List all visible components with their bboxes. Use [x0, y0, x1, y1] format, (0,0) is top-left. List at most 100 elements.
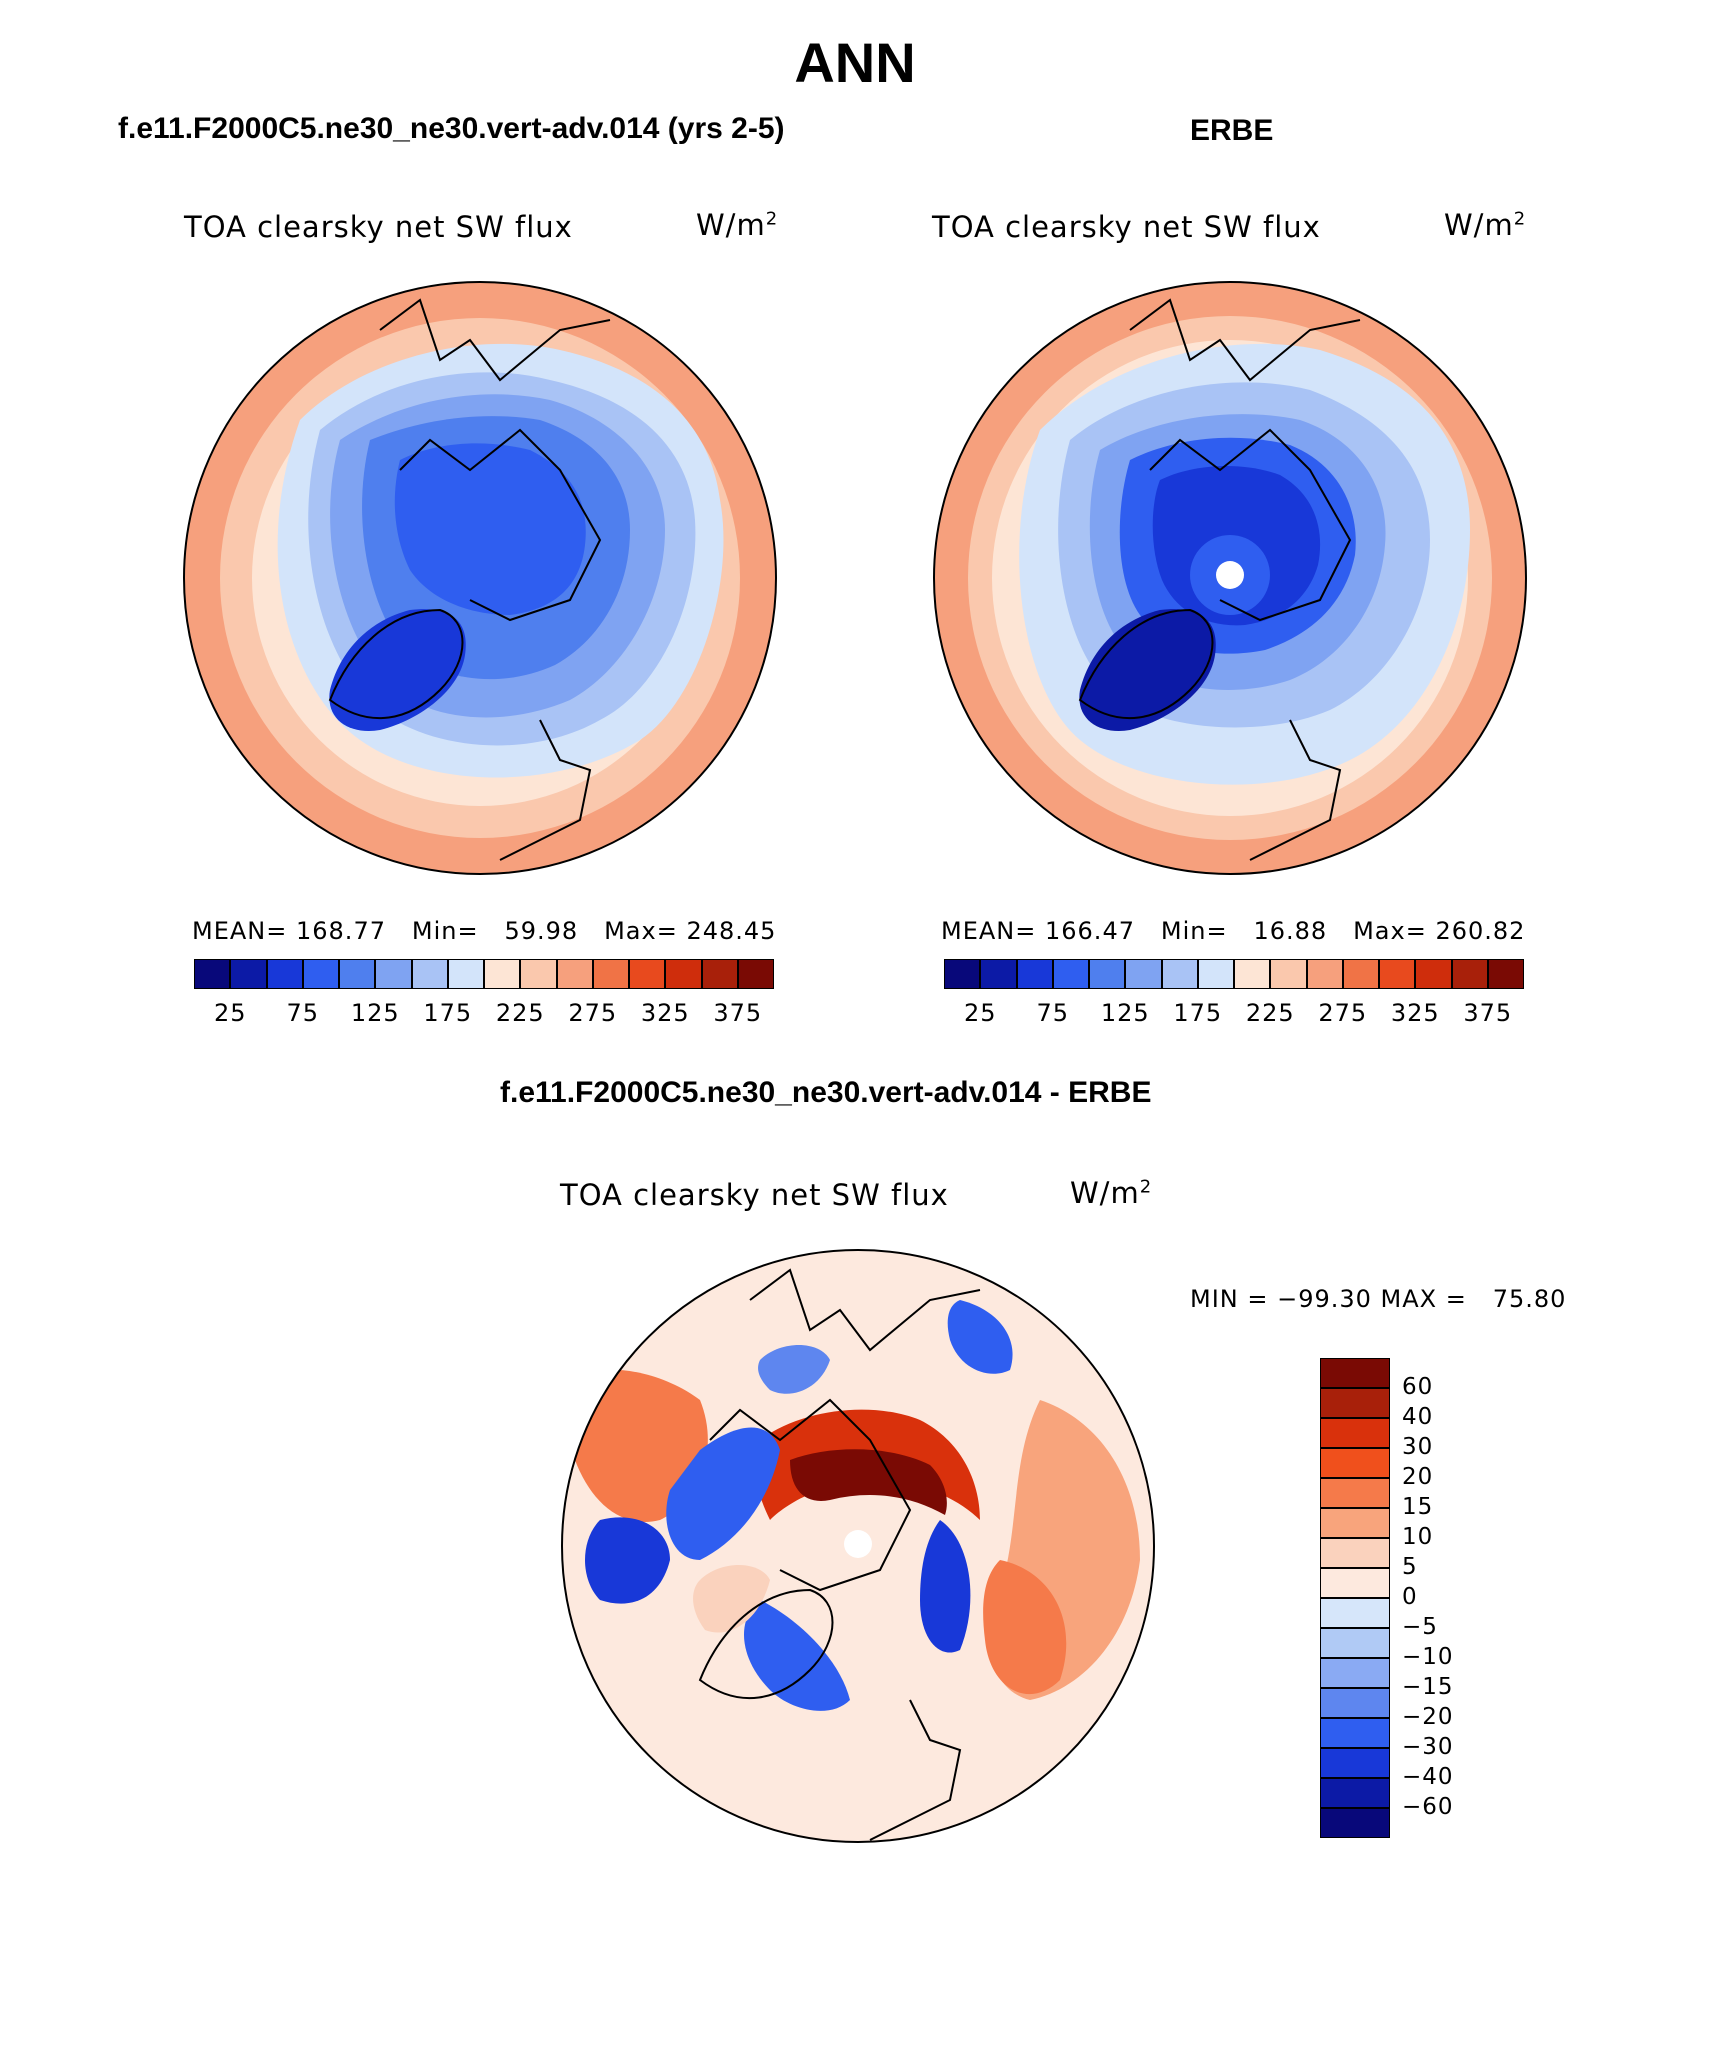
left-colorbar-tick-label: 375	[713, 999, 763, 1027]
diff-variable-label: TOA clearsky net SW flux	[560, 1178, 949, 1212]
right-greenland-low	[1079, 609, 1216, 731]
diff-colorbar-tick-label: 0	[1402, 1584, 1418, 1610]
diff-colorbar-swatch	[1320, 1688, 1390, 1718]
left-max-value: 248.45	[686, 917, 777, 945]
left-map-border	[183, 281, 777, 875]
right-colorbar-tick-label: 225	[1245, 999, 1295, 1027]
left-units-label: W/m2	[696, 208, 778, 242]
left-colorbar-swatch	[592, 959, 629, 989]
right-colorbar-swatch	[1016, 959, 1053, 989]
left-min-label: Min=	[411, 917, 479, 945]
diff-colorbar-tick-label: 20	[1402, 1464, 1434, 1490]
diff-positive-ring-core	[790, 1449, 947, 1515]
diff-positive-west	[570, 1369, 708, 1522]
diff-map-border	[561, 1249, 1155, 1843]
diff-colorbar-swatch	[1320, 1538, 1390, 1568]
left-colorbar-swatch	[447, 959, 484, 989]
diff-colorbar-swatch	[1320, 1658, 1390, 1688]
left-stats: MEAN= 168.77 Min= 59.98 Max= 248.45	[192, 917, 776, 945]
right-colorbar-tick-label: 175	[1173, 999, 1223, 1027]
diff-negative-canada	[666, 1427, 780, 1560]
diff-colorbar-swatch	[1320, 1358, 1390, 1388]
right-mean-value: 166.47	[1045, 917, 1135, 945]
left-europe-coast	[499, 719, 592, 861]
diff-units-label: W/m2	[1070, 1176, 1152, 1210]
right-variable-label: TOA clearsky net SW flux	[932, 210, 1321, 244]
right-greenland-coast	[1078, 608, 1214, 720]
right-mean-label: MEAN=	[941, 917, 1037, 945]
left-colorbar-tick-label: 275	[568, 999, 618, 1027]
right-stats: MEAN= 166.47 Min= 16.88 Max= 260.82	[941, 917, 1525, 945]
diff-colorbar-swatch	[1320, 1778, 1390, 1808]
diff-negative-alaska	[758, 1345, 830, 1394]
left-asia-coast	[379, 298, 611, 382]
right-min-label: Min=	[1160, 917, 1228, 945]
diff-colorbar-swatch	[1320, 1418, 1390, 1448]
right-colorbar: 25 75 125 175 225 275 325 375	[944, 959, 1524, 1027]
left-units: W/m	[696, 208, 766, 242]
left-colorbar-tick-label: 75	[286, 999, 320, 1027]
diff-colorbar: 60 40 30 20 15 10 5 0 −5 −10 −15 −20 −30 −40 −60	[1320, 1358, 1453, 1838]
left-colorbar-swatch	[629, 959, 666, 989]
left-colorbar-tick-label: 25	[213, 999, 247, 1027]
right-max-value: 260.82	[1435, 917, 1526, 945]
diff-colorbar-swatch	[1320, 1388, 1390, 1418]
right-colorbar-swatch	[1342, 959, 1379, 989]
right-colorbar-swatch	[1234, 959, 1271, 989]
right-colorbar-swatch	[1451, 959, 1488, 989]
left-units-sup: 2	[765, 208, 779, 230]
diff-units: W/m	[1070, 1176, 1140, 1210]
left-min-value: 59.98	[504, 917, 579, 945]
left-colorbar-tick-label: 225	[495, 999, 545, 1027]
right-min-value: 16.88	[1253, 917, 1328, 945]
left-case-title: f.e11.F2000C5.ne30_ne30.vert-adv.014 (yr…	[118, 112, 785, 145]
right-colorbar-swatch	[1306, 959, 1343, 989]
diff-colorbar-tick-label: −40	[1402, 1764, 1454, 1790]
right-colorbar-tick-label: 25	[963, 999, 997, 1027]
left-colorbar-swatch	[520, 959, 557, 989]
left-colorbar-swatch	[339, 959, 376, 989]
left-colorbar-swatch	[230, 959, 267, 989]
right-pole-hole	[1216, 561, 1244, 589]
diff-coastline	[709, 1398, 912, 1592]
right-europe-coast	[1249, 719, 1342, 861]
right-colorbar-swatch	[980, 959, 1017, 989]
diff-colorbar-tick-label: 10	[1402, 1524, 1434, 1550]
diff-negative-north	[947, 1300, 1013, 1374]
right-max-label: Max=	[1353, 917, 1427, 945]
right-case-title: ERBE	[1190, 114, 1274, 147]
left-colorbar-tick-label: 175	[423, 999, 473, 1027]
left-colorbar-swatch	[266, 959, 303, 989]
right-colorbar-swatch	[1197, 959, 1234, 989]
right-colorbar-swatch	[1379, 959, 1416, 989]
right-colorbar-swatch	[1089, 959, 1126, 989]
diff-negative-siberia	[920, 1520, 971, 1653]
diff-case-title: f.e11.F2000C5.ne30_ne30.vert-adv.014 - E…	[500, 1076, 1152, 1109]
right-map-border	[933, 281, 1527, 875]
left-colorbar: 25 75 125 175 225 275 325 375	[194, 959, 774, 1027]
right-colorbar-swatch	[1487, 959, 1524, 989]
diff-colorbar-swatch	[1320, 1808, 1390, 1838]
diff-colorbar-swatch	[1320, 1628, 1390, 1658]
diff-colorbar-swatch	[1320, 1598, 1390, 1628]
right-coastline	[1149, 428, 1352, 622]
diff-greenland-coast	[698, 1588, 834, 1700]
left-mean-label: MEAN=	[192, 917, 288, 945]
left-coastline	[399, 428, 602, 622]
left-field-band-75	[394, 443, 586, 615]
diff-negative-hudson	[585, 1517, 670, 1604]
diff-units-sup: 2	[1139, 1176, 1153, 1198]
diff-colorbar-tick-label: 40	[1402, 1404, 1434, 1430]
right-units: W/m	[1444, 208, 1514, 242]
left-colorbar-tick-label: 125	[350, 999, 400, 1027]
diff-colorbar-swatch	[1320, 1448, 1390, 1478]
diff-colorbar-swatch	[1320, 1568, 1390, 1598]
diff-pole-hole	[844, 1530, 872, 1558]
left-max-label: Max=	[604, 917, 678, 945]
right-asia-coast	[1129, 298, 1361, 382]
left-colorbar-swatch	[375, 959, 412, 989]
diff-colorbar-tick-label: −15	[1402, 1674, 1454, 1700]
left-colorbar-swatch	[556, 959, 593, 989]
diff-colorbar-tick-label: 30	[1402, 1434, 1434, 1460]
right-colorbar-swatch	[1415, 959, 1452, 989]
